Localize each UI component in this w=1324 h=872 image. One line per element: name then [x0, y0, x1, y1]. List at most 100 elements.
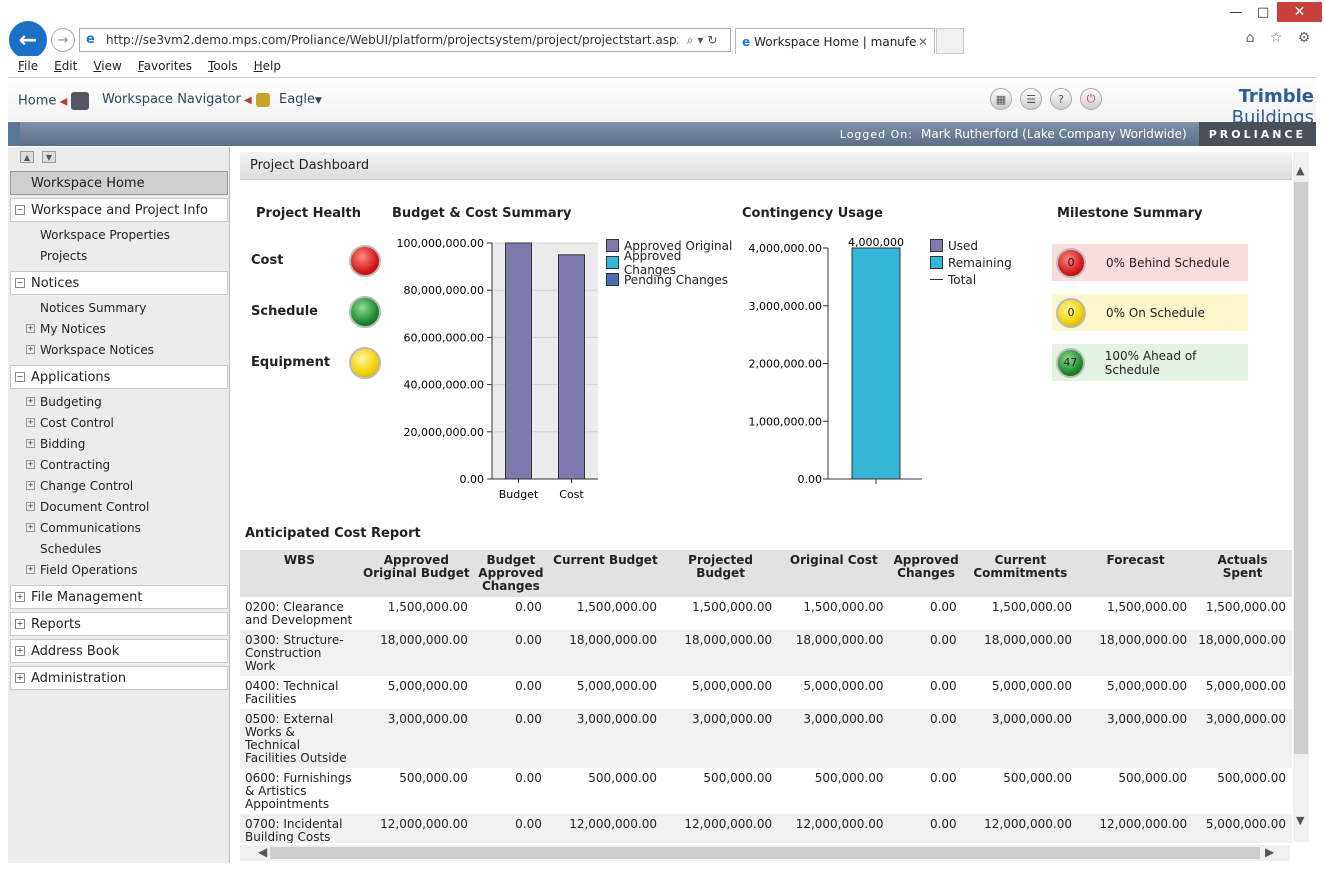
vertical-scroll-thumb[interactable] [1294, 182, 1308, 754]
project-label[interactable]: Eagle [279, 92, 316, 107]
maximize-icon[interactable]: □ [1257, 4, 1270, 20]
column-header[interactable]: Budget Approved Changes [473, 550, 548, 597]
scroll-up-icon[interactable]: ▲ [1296, 164, 1305, 177]
expand-icon[interactable]: + [15, 592, 25, 602]
expand-icon[interactable]: + [26, 565, 35, 574]
sidebar-item-label[interactable]: Workspace Properties [40, 227, 171, 242]
sidebar-item-label[interactable]: Projects [40, 248, 88, 263]
expand-icon[interactable]: + [26, 523, 35, 532]
sidebar-workspace-home[interactable]: Workspace Home [10, 171, 228, 195]
sidebar-item[interactable]: Schedules [8, 538, 229, 559]
sidebar-section-label[interactable]: Reports [31, 616, 81, 632]
sidebar-item[interactable]: + Change Control [8, 475, 229, 496]
menu-view[interactable]: View [93, 59, 122, 73]
sidebar-section-label[interactable]: Address Book [31, 643, 120, 659]
menu-help[interactable]: Help [253, 59, 281, 73]
settings-gear-icon[interactable]: ⚙ [1297, 30, 1311, 46]
collapse-all-icon[interactable]: ▲ [20, 151, 34, 163]
sidebar-item-label[interactable]: Field Operations [40, 562, 138, 577]
expand-icon[interactable]: + [26, 460, 35, 469]
home-label[interactable]: Home [18, 93, 57, 109]
sidebar-item-label[interactable]: Notices Summary [40, 300, 147, 315]
sidebar-item-label[interactable]: Document Control [40, 499, 150, 514]
expand-icon[interactable]: + [15, 619, 25, 629]
sidebar-item-label[interactable]: Change Control [40, 478, 134, 493]
sidebar-item[interactable]: + My Notices [8, 318, 229, 339]
collapse-handle[interactable] [8, 122, 20, 146]
sidebar-section-label[interactable]: Applications [31, 369, 111, 385]
collapse-icon[interactable]: − [15, 278, 25, 288]
vertical-scrollbar[interactable]: ▲ ▼ [1293, 152, 1309, 842]
column-header[interactable]: Actuals Spent [1193, 550, 1292, 597]
expand-icon[interactable]: + [26, 345, 35, 354]
expand-icon[interactable]: + [26, 397, 35, 406]
workspace-navigator-link[interactable]: Workspace Navigator ◀ [102, 92, 270, 107]
expand-all-icon[interactable]: ▼ [42, 151, 56, 163]
sidebar-section[interactable]: + File Management [10, 585, 228, 609]
sidebar-item-label[interactable]: Bidding [40, 436, 86, 451]
column-header[interactable]: Approved Changes [889, 550, 963, 597]
expand-icon[interactable]: + [26, 418, 35, 427]
column-header[interactable]: Current Budget [547, 550, 663, 597]
column-header[interactable]: WBS [240, 550, 359, 597]
close-window-icon[interactable]: ✕ [1276, 2, 1322, 22]
column-header[interactable]: Current Commitments [962, 550, 1078, 597]
sidebar-item[interactable]: + Communications [8, 517, 229, 538]
table-row[interactable]: 0500: External Works & Technical Facilit… [240, 709, 1292, 768]
new-tab-button[interactable] [936, 28, 964, 54]
project-selector[interactable]: Eagle▼ [279, 92, 322, 107]
address-bar[interactable]: e http://se3vm2.demo.mps.com/Proliance/W… [79, 28, 731, 52]
sidebar-item-label[interactable]: Schedules [40, 541, 102, 556]
close-tab-icon[interactable]: ✕ [918, 34, 929, 49]
table-row[interactable]: 0400: Technical Facilities 5,000,000.00 0.… [240, 676, 1292, 709]
scroll-right-icon[interactable]: ▶ [1265, 845, 1275, 859]
sidebar-section-label[interactable]: Administration [31, 670, 127, 686]
table-row[interactable]: 0600: Furnishings & Artistics Appointmen… [240, 768, 1292, 814]
sidebar-item[interactable]: + Cost Control [8, 412, 229, 433]
sidebar-item[interactable]: + Workspace Notices [8, 339, 229, 360]
column-header[interactable]: Original Cost [778, 550, 890, 597]
menu-file[interactable]: File [18, 59, 39, 73]
sitemap-icon[interactable]: ▦ [990, 88, 1012, 110]
collapse-icon[interactable]: − [15, 372, 25, 382]
collapse-icon[interactable]: − [15, 205, 25, 215]
sidebar-section-label[interactable]: Workspace and Project Info [31, 202, 208, 218]
menu-favorites[interactable]: Favorites [137, 59, 193, 73]
column-header[interactable]: Approved Original Budget [358, 550, 474, 597]
scroll-down-icon[interactable]: ▼ [1296, 814, 1305, 827]
column-header[interactable]: Forecast [1077, 550, 1194, 597]
sidebar-item-label[interactable]: My Notices [40, 321, 106, 336]
column-header[interactable]: Projected Budget [663, 550, 779, 597]
minimize-icon[interactable]: — [1229, 4, 1243, 20]
sidebar-item-label[interactable]: Contracting [40, 457, 111, 472]
sidebar-item-label[interactable]: Communications [40, 520, 141, 535]
sidebar-section[interactable]: + Address Book [10, 639, 228, 663]
favorites-star-icon[interactable]: ☆ [1269, 30, 1283, 46]
sidebar-item[interactable]: + Field Operations [8, 559, 229, 580]
sidebar-item-label[interactable]: Budgeting [40, 394, 102, 409]
sidebar-item-label[interactable]: Workspace Notices [40, 342, 154, 357]
back-button[interactable]: ← [9, 21, 47, 59]
sidebar-item[interactable]: + Budgeting [8, 391, 229, 412]
sidebar-item[interactable]: Workspace Properties [8, 224, 229, 245]
expand-icon[interactable]: + [26, 502, 35, 511]
expand-icon[interactable]: + [26, 481, 35, 490]
sidebar-item[interactable]: Notices Summary [8, 297, 229, 318]
expand-icon[interactable]: + [15, 673, 25, 683]
forward-button[interactable]: → [51, 28, 75, 52]
horizontal-scroll-thumb[interactable] [270, 847, 1260, 859]
sidebar-section-label[interactable]: Notices [31, 275, 80, 291]
power-icon[interactable]: ⏻ [1080, 88, 1102, 110]
menu-tools[interactable]: Tools [208, 59, 238, 73]
options-icon[interactable]: ☰ [1020, 88, 1042, 110]
sidebar-item[interactable]: + Bidding [8, 433, 229, 454]
table-row[interactable]: 0300: Structure-Construction Work 18,000,… [240, 630, 1292, 676]
home-link[interactable]: Home ◀ [18, 92, 90, 110]
sidebar-item-label[interactable]: Cost Control [40, 415, 114, 430]
sidebar-section-label[interactable]: File Management [31, 589, 143, 605]
browser-tab[interactable]: e Workspace Home | manufe... ✕ [735, 28, 935, 54]
horizontal-scrollbar[interactable]: ◀ ▶ [240, 845, 1290, 861]
table-row[interactable]: 0700: Incidental Building Costs 12,000,00… [240, 814, 1292, 843]
table-row[interactable]: 0200: Clearance and Development 1,500,000… [240, 597, 1292, 630]
sidebar-item[interactable]: + Document Control [8, 496, 229, 517]
